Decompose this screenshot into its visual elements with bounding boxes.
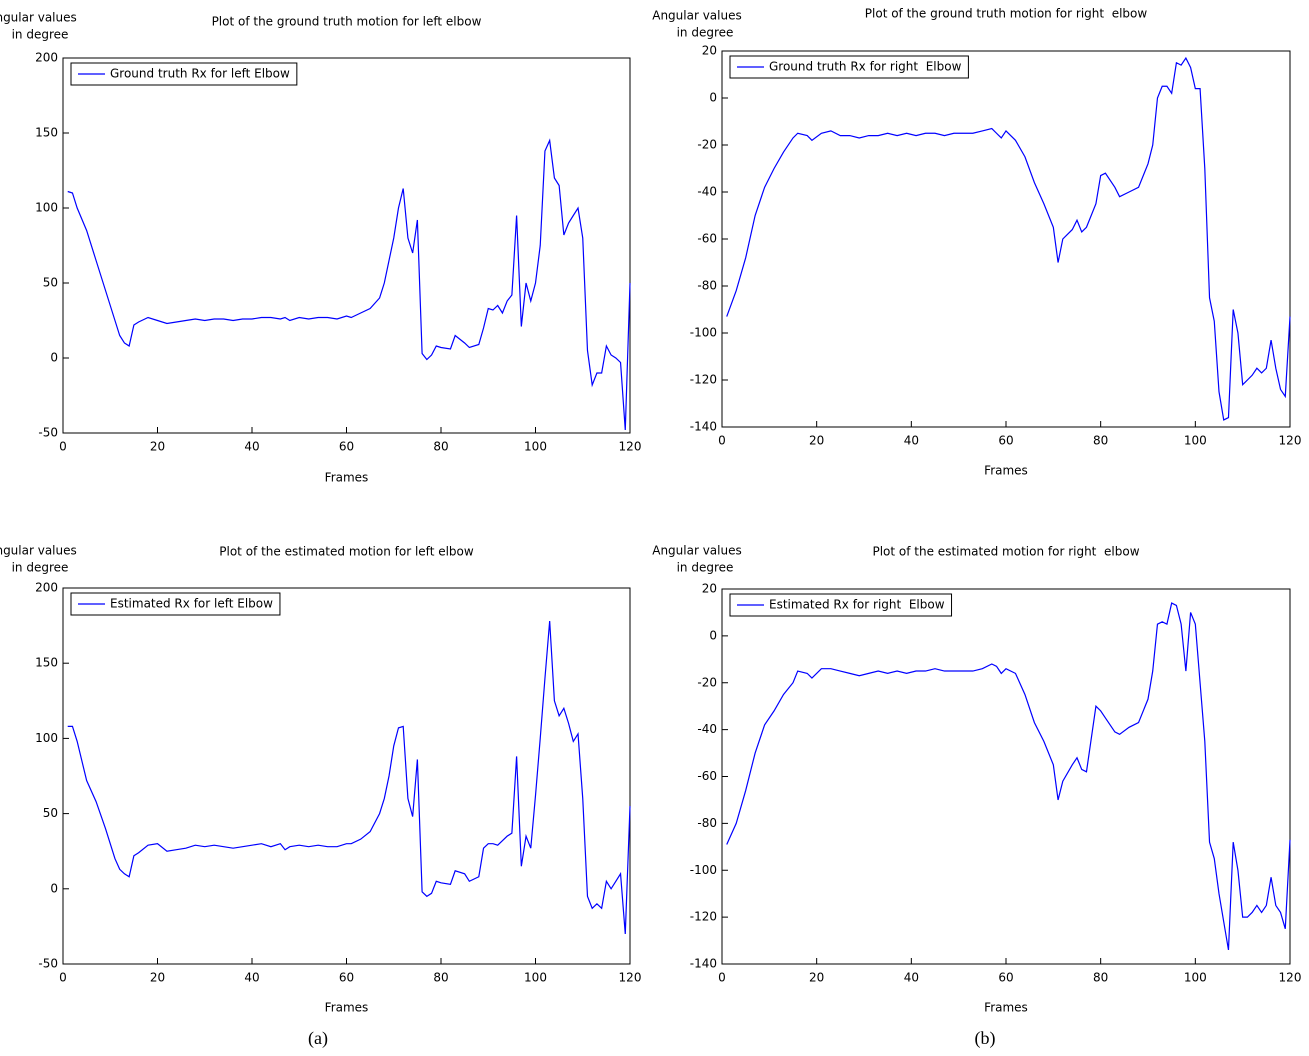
y-axis-label: Angular values [652,544,742,558]
x-tick-label: 100 [524,971,547,985]
data-line [67,621,631,934]
y-tick-label: -100 [690,326,717,340]
x-tick-label: 100 [1184,434,1207,448]
y-tick-label: 150 [35,126,58,140]
x-tick-label: 40 [244,971,259,985]
chart-title: Plot of the estimated motion for left el… [219,545,474,559]
chart-title: Plot of the estimated motion for right e… [872,545,1139,559]
x-tick-label: 0 [718,971,726,985]
y-tick-label: -20 [697,138,717,152]
x-tick-label: 40 [904,971,919,985]
x-axis-label: Frames [325,1001,369,1015]
y-tick-label: -80 [697,816,717,830]
y-tick-label: 200 [35,51,58,65]
y-tick-label: -40 [697,185,717,199]
plot-frame [62,587,631,965]
y-tick-label: 200 [35,581,58,595]
x-tick-label: 20 [809,971,824,985]
y-tick-label: 50 [43,806,58,820]
y-tick-label: -100 [690,863,717,877]
x-tick-label: 80 [1093,971,1108,985]
y-tick-label: -60 [697,232,717,246]
x-tick-label: 20 [150,440,165,454]
y-tick-label: -140 [690,420,717,434]
y-tick-label: -50 [38,426,58,440]
x-tick-label: 80 [433,440,448,454]
x-tick-label: 120 [1279,971,1302,985]
x-tick-label: 80 [1093,434,1108,448]
plot-frame [721,588,1291,965]
y-tick-label: 20 [702,44,717,58]
caption: (b) [975,1028,996,1049]
x-tick-label: 120 [1279,434,1302,448]
y-tick-label: 100 [35,731,58,745]
plot-frame [62,57,631,434]
x-tick-label: 100 [524,440,547,454]
y-tick-label: 150 [35,656,58,670]
y-axis-label: in degree [12,28,69,42]
x-tick-label: 40 [904,434,919,448]
x-tick-label: 0 [59,971,67,985]
y-tick-label: 0 [709,91,717,105]
y-tick-label: -120 [690,910,717,924]
legend-label: Ground truth Rx for left Elbow [110,67,290,81]
x-tick-label: 60 [998,434,1013,448]
y-tick-label: 20 [702,582,717,596]
legend-box [70,592,281,616]
y-tick-label: -120 [690,373,717,387]
y-axis-label: in degree [12,561,69,575]
y-tick-label: 50 [43,276,58,290]
legend-box [729,55,969,79]
x-tick-label: 80 [433,971,448,985]
y-tick-label: 0 [709,628,717,642]
y-axis-label: in degree [677,26,734,40]
y-tick-label: 0 [50,351,58,365]
y-axis-label: Angular values [0,544,77,558]
y-axis-label: in degree [677,561,734,575]
x-axis-label: Frames [325,471,369,485]
y-tick-label: -140 [690,957,717,971]
caption: (a) [308,1028,328,1049]
legend-box [729,593,953,617]
data-line [726,56,1291,421]
plot-frame [721,50,1291,428]
y-tick-label: -40 [697,722,717,736]
legend-box [70,62,298,86]
data-line [726,602,1291,951]
y-tick-label: -60 [697,769,717,783]
y-tick-label: 100 [35,201,58,215]
y-axis-label: Angular values [652,9,742,23]
legend-label: Ground truth Rx for right Elbow [769,60,962,74]
x-axis-label: Frames [984,464,1028,478]
x-tick-label: 60 [998,971,1013,985]
legend-label: Estimated Rx for left Elbow [110,597,273,611]
x-tick-label: 60 [339,440,354,454]
chart-title: Plot of the ground truth motion for left… [212,15,482,29]
x-tick-label: 60 [339,971,354,985]
x-tick-label: 120 [619,440,642,454]
y-tick-label: -80 [697,279,717,293]
y-tick-label: -50 [38,957,58,971]
x-tick-label: 20 [809,434,824,448]
data-line [67,138,631,431]
y-tick-label: 0 [50,881,58,895]
x-tick-label: 120 [619,971,642,985]
x-tick-label: 0 [718,434,726,448]
chart-title: Plot of the ground truth motion for righ… [865,7,1148,21]
x-axis-label: Frames [984,1001,1028,1015]
legend-label: Estimated Rx for right Elbow [769,598,945,612]
y-axis-label: Angular values [0,11,77,25]
x-tick-label: 0 [59,440,67,454]
x-tick-label: 40 [244,440,259,454]
x-tick-label: 20 [150,971,165,985]
x-tick-label: 100 [1184,971,1207,985]
y-tick-label: -20 [697,675,717,689]
